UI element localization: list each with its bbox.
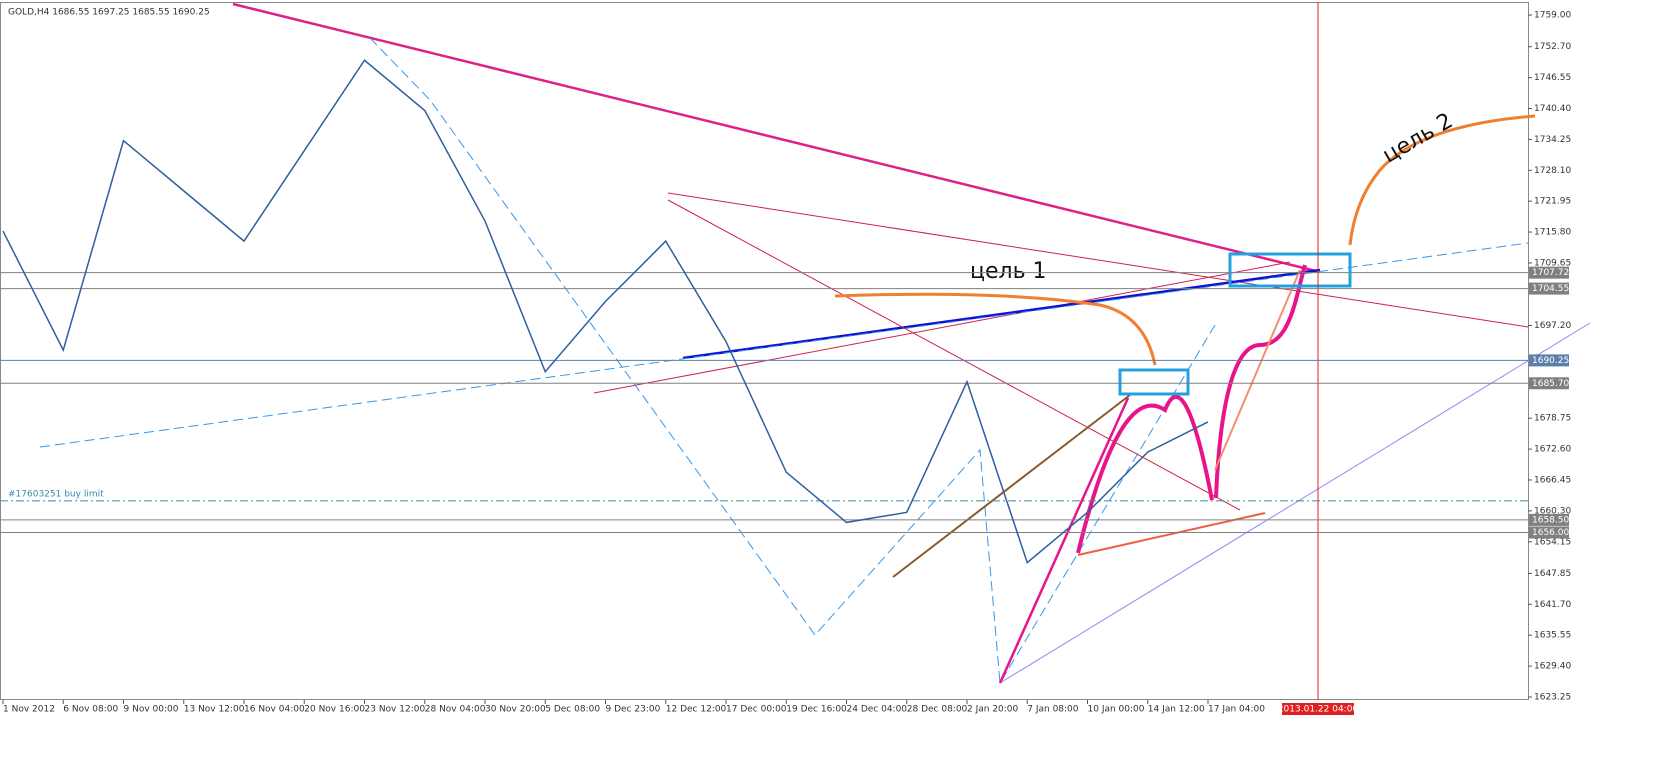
trend-line (232, 2, 1321, 274)
y-tick-label: 1647.85 (1534, 569, 1571, 579)
x-tick-label: 17 Jan 04:00 (1208, 705, 1265, 715)
x-tick-label: 12 Dec 12:00 (666, 705, 727, 715)
x-tick-label: 28 Nov 04:00 (425, 705, 486, 715)
level-label: 1685.70 (1532, 379, 1569, 389)
x-tick-label: 5 Dec 08:00 (545, 705, 600, 715)
curved-arrow (834, 292, 1157, 366)
x-tick-label: 13 Nov 12:00 (184, 705, 245, 715)
zigzag (369, 37, 1216, 685)
y-tick-label: 1721.95 (1534, 197, 1571, 207)
y-tick-label: 1641.70 (1534, 600, 1571, 610)
chart-title: GOLD,H4 1686.55 1697.25 1685.55 1690.25 (8, 8, 210, 18)
y-tick-label: 1660.30 (1534, 506, 1571, 516)
x-tick-label: 19 Dec 16:00 (786, 705, 847, 715)
level-label: 1704.55 (1532, 284, 1569, 294)
level-label-bg (1529, 266, 1569, 279)
time-label-bg (1282, 703, 1354, 715)
x-tick-label: 2 Jan 20:00 (967, 705, 1019, 715)
plot-frame (0, 2, 1529, 700)
order-label: #17603251 buy limit (8, 489, 104, 499)
trend-line (39, 242, 1529, 448)
level-label-bg (1529, 354, 1569, 367)
curved-arrow (1214, 264, 1307, 499)
level-label: 1658.50 (1532, 515, 1569, 525)
x-tick-label: 28 Dec 08:00 (907, 705, 968, 715)
trend-line (892, 394, 1131, 578)
y-tick-label: 1635.55 (1534, 631, 1571, 641)
arrow (998, 397, 1130, 684)
drawings (39, 2, 1591, 700)
y-tick-label: 1678.75 (1534, 414, 1571, 424)
level-label-bg (1529, 513, 1569, 526)
y-tick-label: 1654.15 (1534, 537, 1571, 547)
x-tick-label: 10 Jan 00:00 (1088, 705, 1145, 715)
x-tick-label: 14 Jan 12:00 (1148, 705, 1205, 715)
y-tick-label: 1728.10 (1534, 166, 1571, 176)
x-tick-label: 24 Dec 04:00 (847, 705, 908, 715)
y-tick-label: 1740.40 (1534, 104, 1571, 114)
time-label: 2013.01.22 04:00 (1278, 705, 1359, 715)
y-tick-label: 1746.55 (1534, 73, 1571, 83)
trend-line (667, 192, 1529, 328)
x-tick-label: 30 Nov 20:00 (485, 705, 546, 715)
x-tick-label: 23 Nov 12:00 (365, 705, 426, 715)
y-tick-label: 1697.20 (1534, 321, 1571, 331)
level-label: 1690.25 (1532, 356, 1569, 366)
level-label-bg (1529, 377, 1569, 390)
y-tick-label: 1623.25 (1534, 692, 1571, 702)
y-tick-label: 1734.25 (1534, 135, 1571, 145)
annotation: цель 1 (970, 259, 1047, 284)
x-tick-label: 16 Nov 04:00 (244, 705, 305, 715)
trend-line (667, 199, 1241, 511)
target-box (1228, 252, 1352, 288)
arrow (1214, 269, 1301, 471)
x-tick-label: 9 Dec 23:00 (606, 705, 661, 715)
y-tick-label: 1666.45 (1534, 475, 1571, 485)
level-label: 1707.72 (1532, 268, 1569, 278)
x-tick-label: 9 Nov 00:00 (124, 705, 179, 715)
curved-arrow (1348, 114, 1536, 246)
level-label-bg (1529, 282, 1569, 295)
x-tick-label: 6 Nov 08:00 (63, 705, 118, 715)
y-tick-label: 1752.70 (1534, 42, 1571, 52)
x-tick-label: 20 Nov 16:00 (304, 705, 365, 715)
y-tick-label: 1715.80 (1534, 228, 1571, 238)
y-tick-label: 1672.60 (1534, 445, 1571, 455)
x-tick-label: 17 Dec 00:00 (726, 705, 787, 715)
y-tick-label: 1759.00 (1534, 11, 1571, 21)
trend-line (682, 268, 1321, 360)
y-tick-label: 1709.65 (1534, 258, 1571, 268)
y-tick-label: 1629.40 (1534, 662, 1571, 672)
price-line (2, 59, 1209, 564)
x-tick-label: 7 Jan 08:00 (1027, 705, 1079, 715)
level-label-bg (1529, 526, 1569, 539)
level-label: 1656.00 (1532, 528, 1569, 538)
x-tick-label: 1 Nov 2012 (3, 705, 55, 715)
target-box (1118, 368, 1190, 396)
trend-line (593, 261, 1291, 394)
